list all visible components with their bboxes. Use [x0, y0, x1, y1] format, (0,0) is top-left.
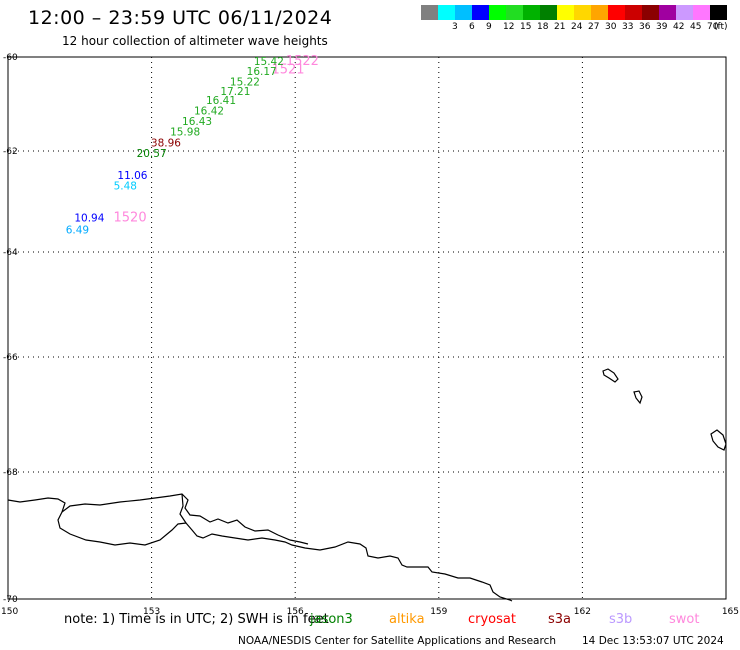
pass-time-label: 1521 — [271, 62, 304, 77]
credit-line: NOAA/NESDIS Center for Satellite Applica… — [238, 635, 556, 647]
map-title: 12:00 – 23:59 UTC 06/11/2024 — [28, 7, 333, 29]
legend-swatch — [625, 5, 642, 20]
legend-swatch — [659, 5, 676, 20]
coastline-inner — [61, 493, 309, 545]
legend-tick-label: 9 — [486, 22, 492, 32]
lat-label: -62 — [3, 147, 18, 157]
legend-swatch — [710, 5, 727, 20]
satellite-label-cryosat: cryosat — [468, 612, 516, 627]
lon-label: 162 — [574, 607, 591, 617]
legend-swatch — [676, 5, 693, 20]
legend-tick-label: 36 — [639, 22, 651, 32]
legend-swatch — [421, 5, 438, 20]
wave-height-value: 15.22 — [230, 76, 260, 88]
legend-swatch — [489, 5, 506, 20]
color-scale-legend: 3 6 9 12 15 18 21 24 27 30 33 36 39 42 45 70 (ft) — [421, 5, 728, 37]
satellite-label-swot: swot — [669, 612, 700, 627]
lat-label: -68 — [3, 468, 18, 478]
legend-swatch — [693, 5, 710, 20]
lat-label: -60 — [3, 53, 18, 63]
lon-label: 156 — [287, 607, 304, 617]
wave-height-value: 6.49 — [66, 224, 89, 236]
footnote: note: 1) Time is in UTC; 2) SWH is in fe… — [64, 612, 329, 627]
legend-swatch — [523, 5, 540, 20]
legend-swatch — [455, 5, 472, 20]
wave-height-value: 5.48 — [114, 180, 137, 192]
map-frame — [7, 56, 727, 600]
legend-unit: (ft) — [714, 22, 728, 32]
wave-height-value: 11.06 — [117, 170, 147, 182]
legend-tick-label: 33 — [622, 22, 634, 32]
legend-tick-label: 24 — [571, 22, 583, 32]
legend-swatch — [574, 5, 591, 20]
legend-tick-label: 45 — [690, 22, 702, 32]
legend-tick-label: 70 — [707, 22, 719, 32]
legend-tick-label: 18 — [537, 22, 549, 32]
wave-height-value: 16.41 — [206, 95, 236, 107]
lat-label: -66 — [3, 353, 18, 363]
lat-label: -64 — [3, 248, 18, 258]
wave-height-value: 38.96 — [151, 138, 181, 150]
satellite-label-s3b: s3b — [609, 612, 633, 627]
lat-lon-grid: 150 153 156 159 162 165 -60 -62 -64 -66 -68 -70 — [1, 53, 739, 617]
island-2 — [633, 390, 643, 405]
lon-label: 153 — [143, 607, 160, 617]
wave-height-observations: 15.4216.1715.2217.2116.4116.4216.4315.98… — [66, 56, 284, 237]
pass-time-label: 1522 — [286, 54, 319, 69]
wave-height-value: 10.94 — [74, 213, 104, 225]
legend-swatch — [506, 5, 523, 20]
legend-tick-label: 27 — [588, 22, 600, 32]
satellite-label-jason3: jason3 — [310, 612, 353, 627]
legend-tick-label: 42 — [673, 22, 685, 32]
legend-tick-label: 39 — [656, 22, 668, 32]
wave-height-value: 16.17 — [247, 66, 277, 78]
legend-tick-label: 21 — [554, 22, 566, 32]
satellite-label-s3a: s3a — [548, 612, 572, 627]
legend-swatch — [540, 5, 557, 20]
antarctic-coastline — [7, 368, 727, 602]
generated-timestamp: 14 Dec 13:53:07 UTC 2024 — [582, 635, 724, 647]
legend-swatch — [608, 5, 625, 20]
wave-height-value: 15.98 — [170, 126, 200, 138]
satellite-label-altika: altika — [389, 612, 425, 627]
legend-swatch — [472, 5, 489, 20]
island-3 — [710, 429, 727, 451]
wave-height-value: 16.43 — [182, 116, 212, 128]
legend-tick-label: 6 — [469, 22, 475, 32]
wave-height-value: 15.42 — [254, 56, 284, 68]
legend-tick-label: 3 — [452, 22, 458, 32]
legend-swatch — [438, 5, 455, 20]
lon-label: 150 — [1, 607, 18, 617]
legend-swatch — [591, 5, 608, 20]
coastline-main — [7, 497, 513, 602]
legend-swatch — [557, 5, 574, 20]
legend-tick-label: 15 — [520, 22, 532, 32]
lon-label: 159 — [430, 607, 447, 617]
wave-height-value: 20.57 — [137, 148, 167, 160]
lon-label: 165 — [722, 607, 739, 617]
coastline-ice-edge — [179, 493, 187, 524]
lat-label: -70 — [3, 595, 18, 605]
legend-tick-label: 12 — [503, 22, 515, 32]
legend-swatch — [642, 5, 659, 20]
wave-height-value: 16.42 — [194, 106, 224, 118]
pass-time-label: 1520 — [114, 211, 147, 226]
legend-tick-label: 30 — [605, 22, 617, 32]
island-1 — [602, 368, 619, 383]
map-subtitle: 12 hour collection of altimeter wave hei… — [62, 34, 328, 48]
wave-height-value: 17.21 — [220, 86, 250, 98]
